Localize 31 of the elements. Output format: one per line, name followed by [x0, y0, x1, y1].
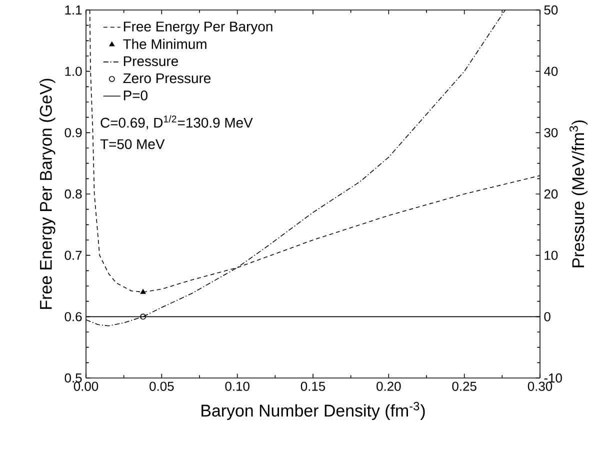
x-tick-label: 0.10 [225, 382, 250, 391]
y2-tick-label: 10 [544, 250, 558, 260]
y-tick-label: 0.8 [64, 189, 82, 199]
y2-tick-label: 0 [544, 312, 550, 322]
x-tick-label: 0.00 [74, 382, 98, 391]
y2-tick-label: 30 [544, 128, 558, 138]
y2-tick-label: 40 [544, 66, 558, 76]
x-tick-label: 0.20 [376, 382, 401, 391]
legend-label: Free Energy Per Baryon [124, 22, 272, 34]
y2-tick-label: -10 [544, 373, 562, 383]
annotation: C=0.69, D$^{1/2}$=130.9 MeV [100, 115, 253, 130]
x-axis-title: Baryon Number Density (fm$^{-3}$) [202, 402, 425, 420]
legend-label: Pressure [124, 56, 178, 66]
y-tick-label: 0.9 [64, 128, 82, 138]
y-tick-label: 0.7 [64, 250, 82, 260]
legend-label: The Minimum [123, 38, 206, 50]
x-tick-label: 0.25 [452, 382, 476, 391]
legend-label: Zero Pressure [123, 73, 211, 84]
y-axis-title: Free Energy Per Baryon (GeV) [39, 78, 56, 309]
y-tick-label: 0.5 [64, 373, 82, 383]
legend-label: P=0 [124, 90, 148, 100]
y-tick-label: 0.6 [64, 312, 82, 322]
y2-tick-label: 20 [544, 189, 558, 199]
y-tick-label: 1.0 [65, 66, 82, 76]
y2-tick-label: 50 [544, 5, 558, 15]
y2-axis-title: Pressure (MeV/fm$^{3}$) [569, 120, 588, 268]
x-tick-label: 0.30 [528, 382, 552, 391]
x-tick-label: 0.05 [150, 382, 174, 391]
y-tick-label: 1.1 [65, 6, 82, 14]
annotation: T=50 MeV [100, 139, 165, 150]
x-tick-label: 0.15 [300, 382, 326, 391]
